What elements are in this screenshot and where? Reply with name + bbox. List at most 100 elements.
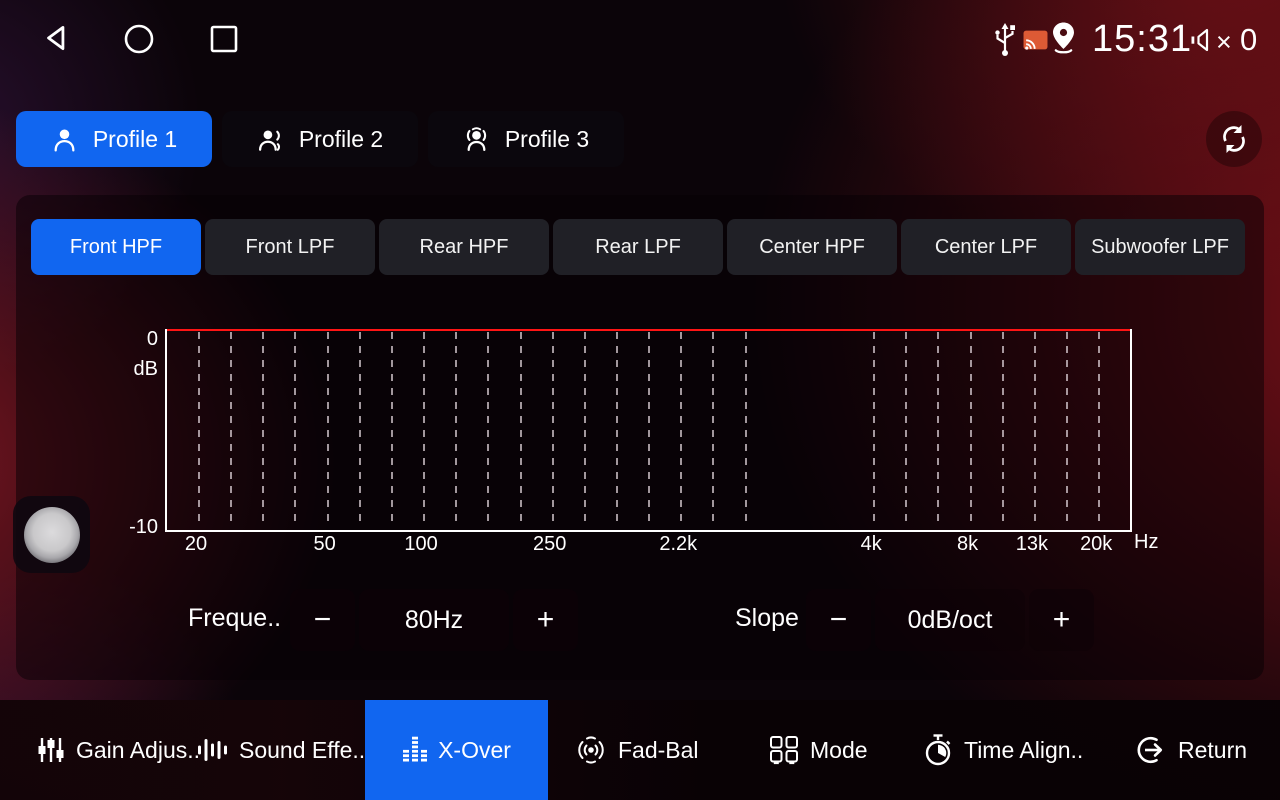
gridline — [712, 332, 715, 528]
frequency-minus-button[interactable]: − — [290, 589, 355, 651]
volume-level: 0 — [1240, 22, 1258, 57]
x-tick-label: 250 — [532, 533, 567, 555]
gridline — [873, 332, 876, 528]
nav-item-label: Time Align.. — [964, 736, 1084, 763]
nav-item-label: X-Over — [438, 736, 511, 763]
gridline — [455, 332, 458, 528]
nav-item-label: Sound Effe.. — [239, 736, 366, 763]
location-icon — [1048, 21, 1079, 58]
bottom-nav-bar: Gain Adjus.. Sound Effe.. — [0, 700, 1280, 800]
nav-item-sound-effect[interactable]: Sound Effe.. — [196, 700, 365, 800]
frequency-label: Freque.. — [188, 604, 282, 632]
nav-item-mode[interactable]: Mode — [768, 700, 868, 800]
nav-item-gain-adjust[interactable]: Gain Adjus.. — [36, 700, 200, 800]
gridline — [294, 332, 297, 528]
x-tick-label: 4k — [860, 533, 882, 555]
filter-tab-center-hpf[interactable]: Center HPF — [727, 219, 897, 275]
x-tick-label: 2.2k — [659, 533, 698, 555]
response-curve-line — [167, 329, 1130, 331]
reset-sync-button[interactable] — [1206, 111, 1262, 167]
gridline — [1001, 332, 1004, 528]
filter-tab-label: Rear HPF — [419, 235, 509, 258]
minus-icon: − — [829, 603, 848, 636]
gridline — [519, 332, 522, 528]
nav-item-fad-bal[interactable]: Fad-Bal — [574, 700, 699, 800]
time-align-icon — [922, 733, 954, 767]
android-recents-button[interactable] — [207, 22, 241, 56]
slope-label: Slope — [735, 604, 799, 632]
nav-item-xover[interactable]: X-Over — [365, 700, 548, 800]
gridline — [905, 332, 908, 528]
minus-icon: − — [313, 603, 332, 636]
floating-knob-button[interactable] — [13, 496, 90, 573]
gridline — [1066, 332, 1069, 528]
android-home-button[interactable] — [122, 22, 156, 56]
filter-tab-rear-lpf[interactable]: Rear LPF — [553, 219, 723, 275]
gridline — [744, 332, 747, 528]
profile-tab-2[interactable]: Profile 2 — [222, 111, 418, 167]
gridline — [487, 332, 490, 528]
gridline — [262, 332, 265, 528]
filter-tab-label: Front HPF — [69, 235, 163, 258]
slope-plus-button[interactable]: + — [1029, 589, 1094, 651]
filter-tab-label: Subwoofer LPF — [1091, 235, 1229, 258]
nav-item-label: Fad-Bal — [618, 736, 699, 763]
gridline — [198, 332, 200, 528]
android-back-button[interactable] — [40, 22, 72, 54]
cast-icon — [1023, 30, 1048, 51]
x-tick-label: 20k — [1080, 533, 1113, 555]
slope-minus-button[interactable]: − — [806, 589, 871, 651]
gridline — [1033, 332, 1036, 528]
y-axis-label-minus10: -10 — [129, 516, 158, 538]
x-tick-label: 20 — [184, 533, 208, 555]
frequency-response-plot — [165, 329, 1132, 532]
profile-tab-1[interactable]: Profile 1 — [16, 111, 212, 167]
filter-tab-label: Center LPF — [934, 235, 1038, 258]
filter-tab-subwoofer-lpf[interactable]: Subwoofer LPF — [1075, 219, 1245, 275]
gridline — [358, 332, 361, 528]
nav-item-return[interactable]: Return — [1134, 700, 1247, 800]
nav-item-label: Return — [1178, 736, 1248, 763]
gain-adjust-icon — [36, 735, 66, 765]
home-circle-icon — [122, 22, 156, 56]
x-axis-unit-hz: Hz — [1134, 531, 1159, 553]
filter-tab-front-hpf[interactable]: Front HPF — [31, 219, 201, 275]
gridline — [390, 332, 393, 528]
gridline — [583, 332, 586, 528]
gridline — [230, 332, 233, 528]
x-tick-label: 50 — [313, 533, 336, 555]
gridline — [648, 332, 651, 528]
filter-tab-center-lpf[interactable]: Center LPF — [901, 219, 1071, 275]
gridline — [1098, 332, 1101, 528]
filter-tab-front-lpf[interactable]: Front LPF — [205, 219, 375, 275]
fader-balance-icon — [574, 734, 608, 766]
profile-tab-3[interactable]: Profile 3 — [428, 111, 624, 167]
gridline — [615, 332, 618, 528]
profile-person-wave-icon — [257, 126, 284, 153]
clock-time: 15:31 — [1092, 18, 1193, 60]
profile-tab-label: Profile 2 — [298, 125, 384, 152]
recents-square-icon — [207, 22, 241, 56]
sound-effect-icon — [196, 735, 229, 765]
y-axis-unit-db: dB — [133, 358, 158, 380]
profile-person-icon — [51, 126, 78, 153]
frequency-plus-button[interactable]: + — [513, 589, 578, 651]
filter-tab-rear-hpf[interactable]: Rear HPF — [379, 219, 549, 275]
back-icon — [40, 22, 72, 54]
plus-icon: + — [536, 603, 555, 636]
x-tick-label: 100 — [404, 533, 438, 555]
mute-cross-mark: × — [1216, 27, 1232, 57]
return-icon — [1134, 734, 1168, 766]
profile-person-broadcast-icon — [463, 126, 490, 153]
plus-icon: + — [1052, 603, 1071, 636]
xover-eq-icon — [402, 736, 428, 764]
filter-tab-label: Center HPF — [759, 235, 865, 258]
nav-item-label: Mode — [810, 736, 868, 763]
slope-value: 0dB/oct — [875, 589, 1025, 651]
nav-item-time-align[interactable]: Time Align.. — [922, 700, 1083, 800]
filter-tab-label: Front LPF — [245, 235, 335, 258]
profile-tab-label: Profile 1 — [92, 125, 178, 152]
refresh-icon — [1217, 122, 1251, 156]
knob-circle-icon — [23, 506, 80, 563]
mode-icon — [768, 734, 800, 766]
